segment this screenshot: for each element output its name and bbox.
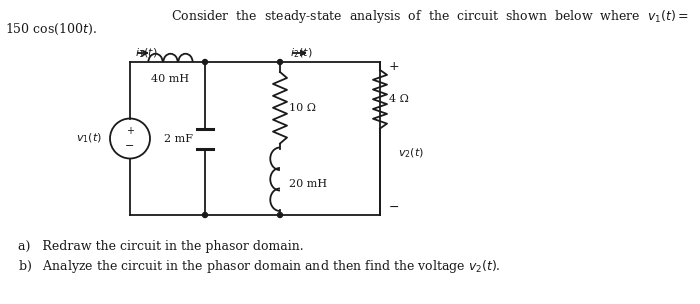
Circle shape: [202, 60, 207, 64]
Text: $i_2(t)$: $i_2(t)$: [290, 46, 312, 60]
Text: $v_1(t)$: $v_1(t)$: [76, 132, 102, 145]
Text: $v_2(t)$: $v_2(t)$: [398, 147, 424, 160]
Text: −: −: [125, 140, 134, 150]
Text: 150 cos(100$t$).: 150 cos(100$t$).: [5, 22, 97, 37]
Circle shape: [277, 212, 283, 217]
Text: +: +: [389, 60, 400, 74]
Circle shape: [277, 60, 283, 64]
Text: 40 mH: 40 mH: [151, 74, 190, 84]
Text: $i_1(t)$: $i_1(t)$: [135, 46, 158, 60]
Circle shape: [202, 212, 207, 217]
Text: a)   Redraw the circuit in the phasor domain.: a) Redraw the circuit in the phasor doma…: [18, 240, 304, 253]
Text: 2 mF: 2 mF: [164, 133, 193, 143]
Text: +: +: [126, 126, 134, 136]
Text: 4 Ω: 4 Ω: [389, 94, 409, 104]
Text: 10 Ω: 10 Ω: [289, 103, 316, 113]
Text: b)   Analyze the circuit in the phasor domain and then find the voltage $v_2(t)$: b) Analyze the circuit in the phasor dom…: [18, 258, 500, 275]
Text: −: −: [389, 201, 400, 213]
Text: 20 mH: 20 mH: [289, 179, 327, 189]
Text: Consider  the  steady-state  analysis  of  the  circuit  shown  below  where  $v: Consider the steady-state analysis of th…: [171, 8, 689, 25]
